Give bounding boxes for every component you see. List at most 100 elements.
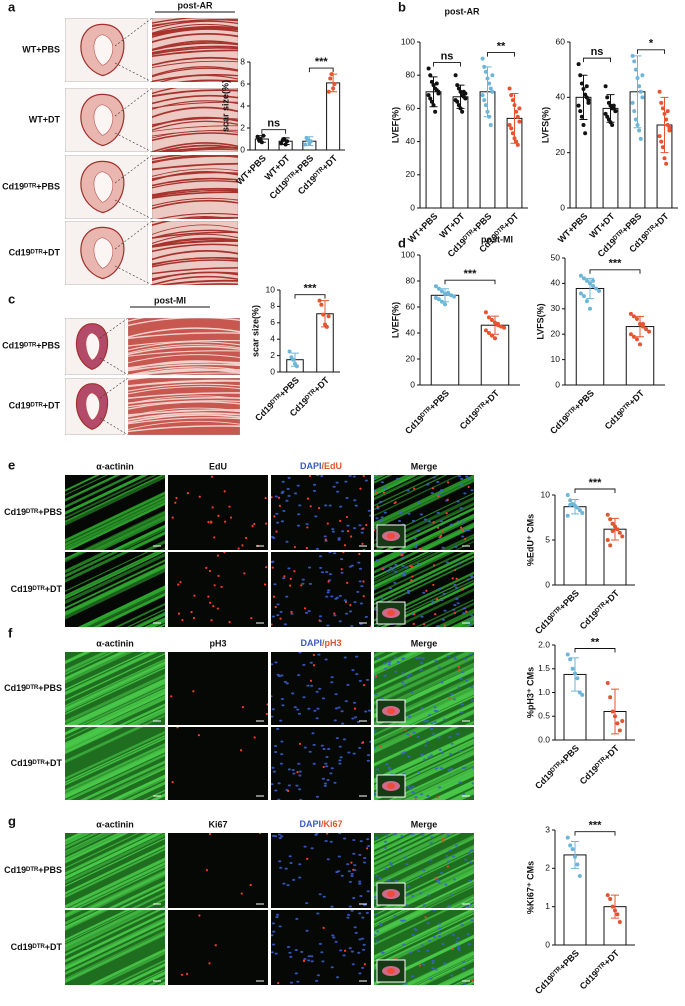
nucleus [423, 720, 427, 723]
fiber [128, 380, 240, 388]
actinin-fiber [374, 480, 474, 530]
actinin-fiber [147, 976, 165, 985]
actinin-fiber [65, 847, 165, 899]
marker-dot [265, 712, 268, 716]
fiber [128, 354, 240, 364]
marker-dot [446, 865, 450, 868]
data-point [610, 904, 615, 909]
nucleus [276, 521, 280, 524]
significance-bracket [294, 294, 326, 299]
fiber [128, 412, 240, 421]
nucleus [394, 879, 398, 882]
nucleus [318, 893, 322, 896]
data-point [583, 131, 588, 136]
marker-dot [343, 949, 347, 952]
significance-bracket [444, 279, 496, 285]
y-tick-label: 100 [401, 249, 415, 259]
data-point [638, 322, 642, 327]
fiber [152, 33, 238, 44]
nucleus [460, 477, 464, 480]
nucleus [303, 746, 307, 749]
fiber [147, 286, 243, 295]
actinin-fiber [374, 475, 448, 511]
nucleus [414, 546, 418, 549]
nucleus [307, 959, 311, 962]
nucleus [339, 505, 343, 508]
fiber [128, 350, 240, 357]
data-point [575, 676, 580, 681]
nucleus [423, 758, 427, 761]
nucleus [312, 762, 316, 765]
nucleus [380, 481, 385, 484]
actinin-fiber [391, 761, 474, 800]
data-point [631, 314, 636, 319]
column-header: Merge [411, 819, 438, 829]
data-point [584, 84, 589, 89]
nucleus [298, 774, 302, 777]
nucleus [278, 860, 282, 863]
marker-dot [266, 703, 268, 706]
marker-dot [413, 487, 416, 490]
panel-letter: b [398, 0, 406, 14]
column-header: α-actinin [96, 461, 134, 471]
marker-dot [345, 515, 349, 519]
nucleus [425, 719, 429, 722]
nucleus [374, 912, 378, 915]
nucleus [280, 753, 284, 756]
actinin-fiber [83, 762, 165, 800]
actinin-fiber [374, 910, 396, 921]
nucleus [366, 754, 371, 757]
nucleus [332, 552, 337, 555]
marker-dot [177, 583, 180, 586]
data-point [287, 349, 292, 354]
nucleus [406, 675, 410, 678]
nucleus [456, 520, 460, 523]
marker-dot [274, 605, 277, 609]
data-point [605, 681, 610, 685]
data-point [570, 847, 575, 852]
actinin-fiber [65, 727, 115, 751]
nucleus [345, 497, 349, 500]
actinin-fiber [65, 652, 134, 684]
nucleus [324, 658, 328, 661]
fiber [128, 378, 145, 380]
actinin-fiber [374, 833, 403, 847]
nucleus [360, 531, 364, 534]
fiber [123, 308, 245, 316]
nucleus [279, 866, 283, 869]
actinin-fiber [79, 685, 165, 725]
marker-dot [171, 516, 174, 519]
data-point [489, 318, 494, 322]
actinin-fiber [65, 833, 106, 853]
nucleus [454, 545, 458, 548]
bar [425, 91, 442, 209]
nucleus [283, 680, 287, 683]
actinin-fiber [71, 681, 165, 725]
nucleus [465, 475, 469, 478]
nucleus [437, 666, 441, 669]
y-tick-label: 0.0 [538, 734, 550, 744]
marker-dot [340, 568, 343, 571]
nucleus [422, 591, 426, 594]
fiber [152, 155, 238, 163]
nucleus [315, 795, 320, 798]
data-point [603, 84, 608, 89]
marker-dot [363, 963, 366, 966]
actinin-fiber [65, 833, 154, 876]
nucleus [442, 592, 446, 595]
column-header: EdU [209, 461, 227, 471]
data-point [332, 82, 337, 86]
nucleus [469, 574, 473, 577]
fiber [152, 168, 238, 177]
actinin-fiber [65, 746, 165, 796]
nucleus [338, 833, 342, 835]
actinin-fiber [65, 727, 110, 748]
nucleus [358, 853, 362, 856]
marker-dot [436, 796, 439, 799]
row-label: Cd19ᴰᵀᴿ+PBS [2, 181, 60, 191]
data-point [568, 843, 573, 848]
marker-dot [229, 516, 233, 519]
nucleus [345, 612, 349, 615]
actinin-fiber [65, 910, 109, 931]
fiber [152, 259, 238, 268]
